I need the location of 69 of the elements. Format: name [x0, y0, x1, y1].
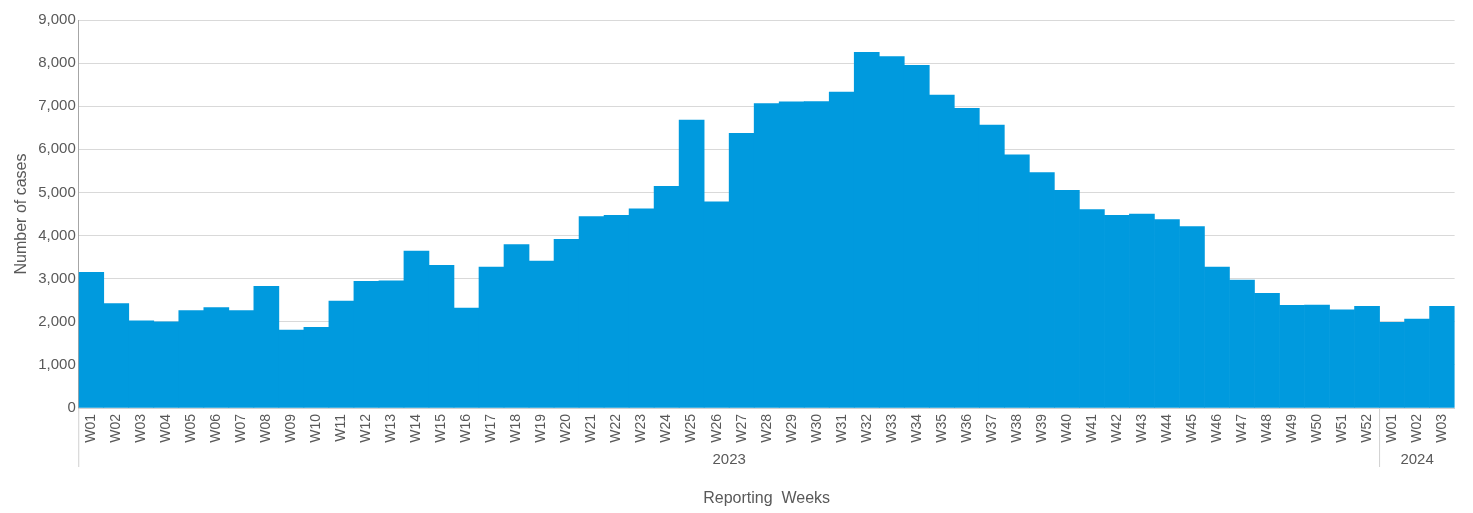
- x-tick-label: W03: [132, 413, 149, 443]
- x-tick-label: W47: [1232, 413, 1249, 443]
- x-tick-label: W30: [807, 413, 824, 443]
- x-tick-label: W46: [1207, 413, 1224, 443]
- x-tick-label: W11: [332, 413, 349, 442]
- x-tick-label: W50: [1307, 413, 1324, 443]
- x-tick-label: W32: [857, 413, 874, 443]
- x-tick-label: W52: [1357, 413, 1374, 443]
- x-tick-label: W31: [832, 413, 849, 443]
- y-tick-label: 1,000: [38, 355, 76, 373]
- x-tick-label: W16: [457, 413, 474, 443]
- x-tick-label: W22: [607, 413, 624, 443]
- y-axis-title: Number of cases: [12, 153, 30, 275]
- x-tick-label: W07: [232, 413, 249, 443]
- x-tick-label: W48: [1257, 413, 1274, 443]
- x-tick-label: W44: [1157, 413, 1174, 443]
- y-tick-label: 5,000: [38, 182, 76, 200]
- x-tick-label: W04: [157, 413, 174, 443]
- x-tick-label: W40: [1057, 413, 1074, 443]
- x-tick-label: W26: [707, 413, 724, 443]
- y-tick-label: 8,000: [38, 53, 76, 71]
- x-tick-label: W21: [582, 413, 599, 443]
- x-tick-label: W05: [182, 413, 199, 443]
- x-tick-label: W34: [907, 413, 924, 443]
- x-tick-label: W08: [257, 413, 274, 443]
- x-tick-label: W14: [407, 413, 424, 443]
- x-tick-label: W02: [1407, 413, 1424, 443]
- y-tick-label: 3,000: [38, 268, 76, 286]
- x-tick-label: W18: [507, 413, 524, 443]
- x-tick-label: W42: [1107, 413, 1124, 443]
- x-tick-label: W24: [657, 413, 674, 443]
- x-tick-label: W12: [357, 413, 374, 443]
- x-tick-label: W33: [882, 413, 899, 443]
- x-tick-label: W19: [532, 413, 549, 443]
- x-tick-label: W15: [432, 413, 449, 443]
- x-tick-label: W49: [1282, 413, 1299, 443]
- x-tick-label: W28: [757, 413, 774, 443]
- x-tick-label: W27: [732, 413, 749, 443]
- x-tick-label: W38: [1007, 413, 1024, 443]
- x-tick-label: W29: [782, 413, 799, 443]
- x-tick-label: W03: [1432, 413, 1449, 443]
- x-tick-label: W36: [957, 413, 974, 443]
- x-tick-label: W01: [1382, 413, 1399, 443]
- x-tick-label: W02: [107, 413, 124, 443]
- y-tick-label: 9,000: [38, 10, 76, 28]
- y-tick-label: 7,000: [38, 96, 76, 114]
- x-tick-label: W51: [1332, 413, 1349, 443]
- x-tick-label: W09: [282, 413, 299, 443]
- text: 2024: [1400, 449, 1434, 467]
- y-tick-label: 2,000: [38, 311, 76, 329]
- x-tick-label: W13: [382, 413, 399, 443]
- x-tick-label: W25: [682, 413, 699, 443]
- x-tick-label: W39: [1032, 413, 1049, 443]
- x-tick-label: W35: [932, 413, 949, 443]
- x-axis-title: Reporting Weeks: [703, 488, 831, 506]
- x-tick-label: W01: [82, 413, 99, 443]
- x-tick-label: W23: [632, 413, 649, 443]
- x-tick-label: W41: [1082, 413, 1099, 443]
- text: 2023: [712, 449, 746, 467]
- x-tick-label: W43: [1132, 413, 1149, 443]
- x-tick-label: W17: [482, 413, 499, 443]
- y-tick-label: 4,000: [38, 225, 76, 243]
- y-tick-label: 6,000: [38, 139, 76, 157]
- x-tick-label: W10: [307, 413, 324, 443]
- x-tick-label: W45: [1182, 413, 1199, 443]
- x-tick-label: W06: [207, 413, 224, 443]
- y-tick-label: 0: [67, 398, 76, 416]
- x-tick-label: W20: [557, 413, 574, 443]
- x-tick-label: W37: [982, 413, 999, 443]
